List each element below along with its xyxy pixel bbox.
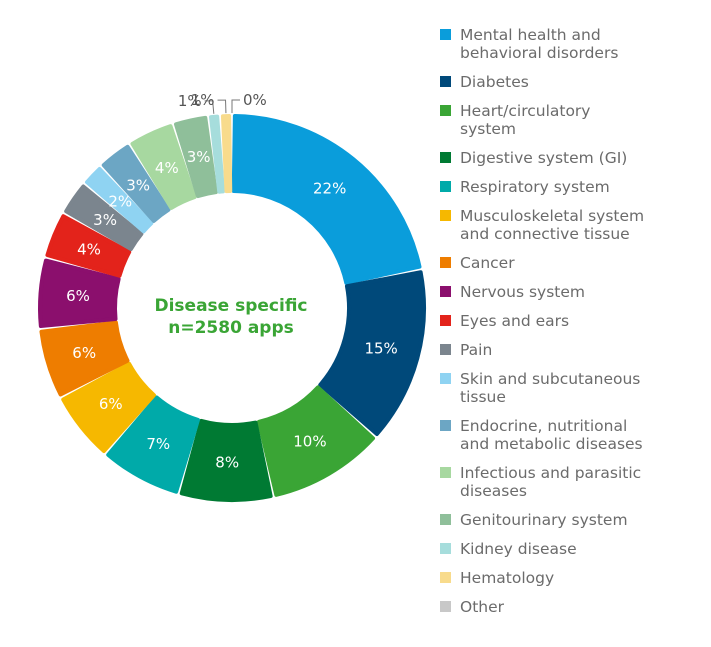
legend-label: Mental health and behavioral disorders	[460, 26, 619, 62]
legend-swatch	[440, 373, 451, 384]
slice-kidney-disease	[209, 114, 225, 194]
donut-chart: 22%15%10%8%7%6%6%6%4%3%2%3%4%3%1%1% 0%	[38, 91, 426, 502]
slice-digestive-system-gi	[179, 418, 273, 502]
slice-value-label: 15%	[364, 339, 397, 357]
legend-swatch	[440, 467, 451, 478]
slice-value-label: 2%	[108, 192, 132, 210]
slice-value-label: 4%	[155, 159, 179, 177]
slice-respiratory-system	[106, 395, 200, 494]
leader-line	[204, 100, 215, 114]
legend-label: Musculoskeletal system and connective ti…	[460, 207, 645, 243]
slice-diabetes	[318, 270, 426, 437]
leader-line	[217, 99, 227, 114]
slice-value-label: 6%	[72, 344, 96, 362]
legend-swatch	[440, 152, 451, 163]
legend-swatch	[440, 76, 451, 87]
center-label: Disease specific n=2580 apps	[128, 295, 334, 339]
slice-value-label: 3%	[126, 176, 150, 194]
legend-label: Digestive system (GI)	[460, 149, 628, 167]
legend-label: Kidney disease	[460, 540, 577, 558]
slice-nervous-system	[38, 258, 121, 328]
legend-swatch	[440, 181, 451, 192]
legend-label: Infectious and parasitic diseases	[460, 464, 642, 500]
legend-swatch	[440, 514, 451, 525]
slice-value-label: 6%	[99, 395, 123, 413]
slice-value-label: 4%	[77, 240, 101, 258]
legend-swatch	[440, 286, 451, 297]
slice-value-label: 0%	[243, 91, 267, 109]
slice-value-label: 3%	[93, 211, 117, 229]
legend-label: Heart/circulatory system	[460, 102, 591, 138]
legend-swatch	[440, 420, 451, 431]
slice-value-label: 8%	[215, 453, 239, 471]
slice-value-label: 7%	[146, 435, 170, 453]
slice-hematology	[220, 114, 233, 194]
legend-swatch	[440, 29, 451, 40]
slice-value-label: 1%	[191, 91, 215, 109]
legend-label: Other	[460, 598, 505, 616]
slice-heart-circulatory-system	[256, 385, 376, 497]
legend-label: Skin and subcutaneous tissue	[460, 370, 641, 406]
legend-label: Respiratory system	[460, 178, 610, 196]
slice-value-label: 6%	[66, 287, 90, 305]
legend-label: Nervous system	[460, 283, 586, 301]
center-label-line1: Disease specific	[154, 296, 308, 316]
slice-mental-health-and-behavioral-disorders	[231, 114, 422, 285]
legend-swatch	[440, 601, 451, 612]
slice-skin-and-subcutaneous-tissue	[85, 167, 154, 234]
slice-infectious-and-parasitic-diseases	[130, 124, 197, 210]
slice-endocrine-nutritional-and-metabolic-diseases	[101, 144, 171, 223]
center-label-line2: n=2580 apps	[168, 318, 294, 338]
slice-cancer	[39, 320, 130, 397]
slice-value-label: 10%	[293, 432, 326, 450]
legend-swatch	[440, 315, 451, 326]
legend-swatch	[440, 572, 451, 583]
legend-swatch	[440, 344, 451, 355]
legend-label: Genitourinary system	[460, 511, 628, 529]
slice-value-label: 22%	[313, 179, 346, 197]
slice-pain	[64, 184, 144, 252]
legend-label: Diabetes	[460, 73, 529, 91]
legend-label: Eyes and ears	[460, 312, 570, 330]
slice-genitourinary-system	[173, 115, 218, 199]
slice-eyes-and-ears	[45, 214, 132, 278]
legend-swatch	[440, 543, 451, 554]
slice-value-label: 3%	[187, 148, 211, 166]
legend-swatch	[440, 257, 451, 268]
legend-label: Endocrine, nutritional and metabolic dis…	[460, 417, 643, 453]
legend-swatch	[440, 210, 451, 221]
slice-value-label: 1%	[178, 92, 202, 110]
legend-label: Cancer	[460, 254, 515, 272]
legend-label: Pain	[460, 341, 493, 359]
slice-musculoskeletal-system-and-connective-tissue	[61, 361, 156, 454]
legend-swatch	[440, 105, 451, 116]
leader-line	[231, 99, 240, 113]
legend-label: Hematology	[460, 569, 555, 587]
